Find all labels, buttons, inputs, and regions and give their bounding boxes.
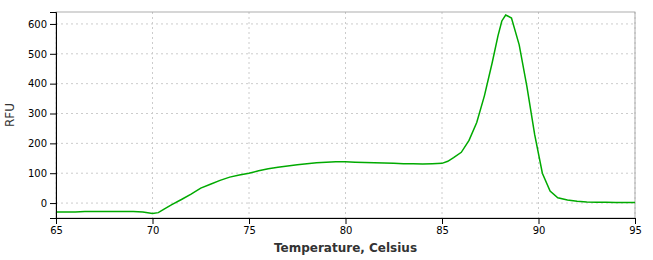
x-axis-tick: 80 [340,218,353,236]
y-axis-title: RFU [3,103,17,127]
x-axis-tick-label: 85 [436,225,449,236]
x-axis-tick: 85 [436,218,449,236]
grid-line-x [538,12,539,218]
grid-line-y [56,83,635,84]
x-axis-tick: 90 [533,218,546,236]
grid-line-x [442,12,443,218]
chart: 65 70 75 80 85 90 95 0 100 200 300 400 500 600 Tempera… [0,0,653,260]
y-axis-tick-mark [50,54,56,55]
grid-line-y [56,53,635,54]
y-axis-tick-mark [50,24,56,25]
x-axis-tick: 75 [243,218,256,236]
grid-line-x [249,12,250,218]
y-axis-tick-label: 0 [41,198,47,209]
y-axis-line [50,13,57,219]
grid-line-y [56,23,635,24]
x-axis-tick-mark [346,218,347,224]
x-axis-tick-label: 75 [243,225,256,236]
x-axis-tick-mark [539,218,540,224]
grid [56,12,635,218]
x-axis-title: Temperature, Celsius [274,241,417,255]
y-axis-tick: 500 [28,48,56,59]
x-axis-tick-mark [153,218,154,224]
y-axis-tick-label: 100 [28,168,47,179]
grid-line-y [56,173,635,174]
y-axis-tick-label: 300 [28,108,47,119]
y-axis-tick-mark [50,173,56,174]
y-axis-tick-mark [50,203,56,204]
plot-frame [56,12,635,218]
y-axis-tick: 400 [28,78,56,89]
x-axis-tick-label: 70 [147,225,160,236]
y-axis-tick-mark [50,84,56,85]
marks [56,15,635,214]
y-axis-tick: 600 [28,19,56,30]
y-axis-tick-mark [50,114,56,115]
x-axis-tick-mark [249,218,250,224]
y-axis-tick-label: 400 [28,78,47,89]
y-axis-tick: 0 [41,198,56,209]
x-axis-line [57,219,636,225]
y-axis-tick: 200 [28,138,56,149]
x-axis-tick-label: 95 [629,225,642,236]
x-axis-tick-mark [442,218,443,224]
y-axis-tick-label: 500 [28,48,47,59]
y-axis: 0 100 200 300 400 500 600 [28,13,57,219]
grid-line-x [345,12,346,218]
x-axis-tick-label: 80 [340,225,353,236]
x-axis-tick-label: 90 [533,225,546,236]
plot: 65 70 75 80 85 90 95 0 100 200 300 400 500 600 [28,12,642,236]
y-axis-tick: 300 [28,108,56,119]
x-axis-tick: 65 [50,218,63,236]
y-axis-tick: 100 [28,168,56,179]
x-axis-tick: 95 [629,218,642,236]
grid-line-y [56,143,635,144]
x-axis: 65 70 75 80 85 90 95 [50,218,642,236]
melt-curve [56,15,635,214]
y-axis-tick-mark [50,143,56,144]
y-axis-tick-label: 200 [28,138,47,149]
y-axis-tick-label: 600 [28,19,47,30]
x-axis-tick-mark [635,218,636,224]
grid-line-y [56,203,635,204]
x-axis-tick: 70 [147,218,160,236]
x-axis-tick-label: 65 [50,225,63,236]
grid-line-y [56,113,635,114]
grid-line-x [152,12,153,218]
